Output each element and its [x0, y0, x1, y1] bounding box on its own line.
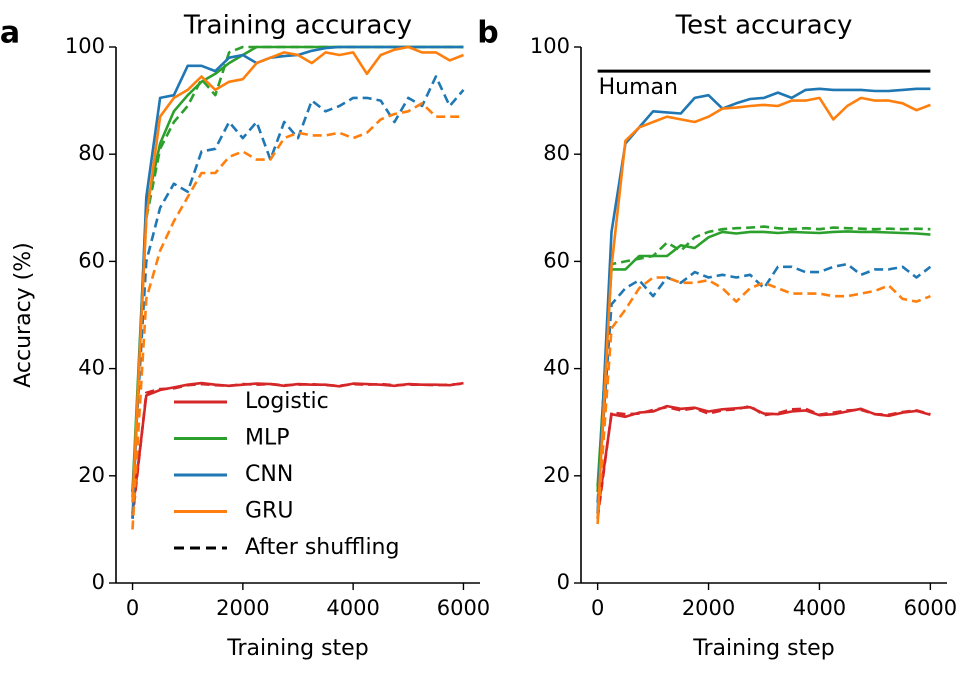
x-tick-label: 2000	[682, 596, 735, 620]
x-axis-label: Training step	[692, 636, 834, 661]
legend-label: Logistic	[245, 389, 329, 414]
series-line-gru-shuffled	[131, 102, 464, 530]
panel-a: a Training accuracy 0 20 40 60 80 100 0 2000 4000 6…	[0, 11, 490, 662]
series-line-cnn	[131, 45, 464, 519]
y-tick-label: 20	[78, 463, 105, 487]
series-line-mlp-shuffled	[596, 225, 931, 492]
series-line-cnn-shuffled	[131, 75, 465, 492]
x-tick-label: 2000	[216, 596, 269, 620]
series-line-gru	[131, 45, 464, 503]
series-line-cnn-shuffled	[596, 262, 932, 503]
chart-title: Test accuracy	[675, 11, 853, 41]
y-tick-label: 60	[78, 248, 105, 272]
y-tick-label: 80	[78, 141, 105, 165]
human-reference-label: Human	[599, 75, 678, 100]
y-tick-label: 40	[543, 356, 570, 380]
series-line-mlp	[131, 45, 464, 492]
series-line-mlp-shuffled	[131, 45, 464, 498]
y-tick-label: 20	[543, 463, 570, 487]
y-tick-label: 100	[65, 34, 105, 58]
x-axis-label: Training step	[226, 636, 368, 661]
y-tick-label: 40	[78, 356, 105, 380]
x-tick-label: 6000	[437, 596, 490, 620]
panel-letter: b	[477, 16, 498, 51]
y-tick-label: 0	[92, 570, 105, 594]
panel-letter: a	[0, 16, 20, 51]
series-line-logistic	[596, 404, 931, 514]
series-line-cnn	[596, 87, 931, 514]
x-tick-label: 4000	[326, 596, 379, 620]
x-tick-label: 0	[591, 596, 604, 620]
y-axis-label: Accuracy (%)	[11, 242, 36, 388]
series-line-gru-shuffled	[596, 276, 931, 525]
series-line-logistic-shuffled	[131, 382, 464, 519]
series-line-logistic-shuffled	[596, 404, 931, 519]
legend-label: CNN	[245, 462, 293, 487]
y-tick-label: 80	[543, 141, 570, 165]
y-tick-label: 100	[530, 34, 570, 58]
legend-label: GRU	[245, 499, 293, 524]
y-tick-label: 0	[557, 570, 570, 594]
y-tick-label: 60	[543, 248, 570, 272]
panel-b: b Test accuracy 0 20 40 60 80 100 0 2000 4000 6000 T…	[477, 11, 957, 662]
series-line-gru	[596, 96, 931, 519]
legend-label: MLP	[245, 426, 290, 451]
chart-title: Training accuracy	[183, 11, 412, 41]
legend-label: After shuffling	[245, 535, 399, 560]
x-tick-label: 0	[126, 596, 139, 620]
x-tick-label: 6000	[904, 596, 957, 620]
x-tick-label: 4000	[793, 596, 846, 620]
